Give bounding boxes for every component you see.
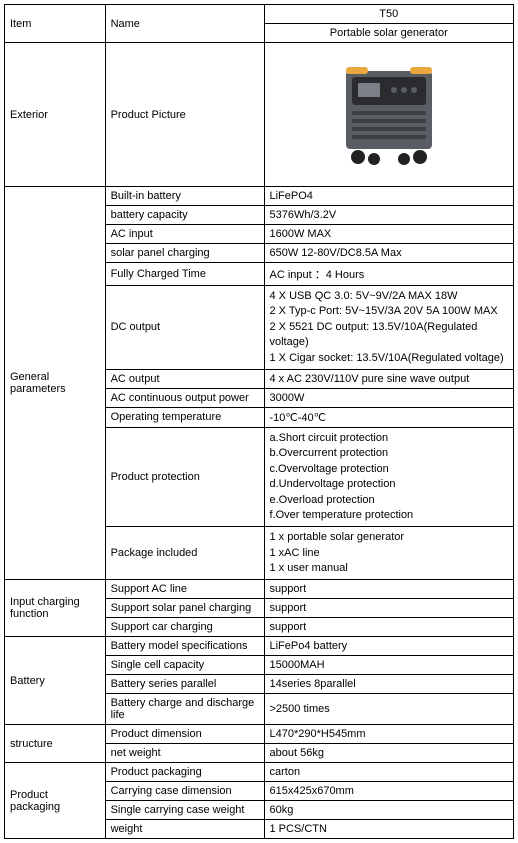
header-subtitle: Portable solar generator	[264, 24, 514, 43]
cell-name: Single cell capacity	[105, 656, 264, 675]
header-model: T50	[264, 5, 514, 24]
row-pack-0: Product packaging Product packaging cart…	[5, 763, 514, 782]
cell-name: battery capacity	[105, 206, 264, 225]
section-general-label: General parameters	[5, 187, 106, 580]
cell-value: LiFePO4	[264, 187, 514, 206]
header-row-1: Item Name T50	[5, 5, 514, 24]
section-input-label: Input charging function	[5, 580, 106, 637]
cell-value: 14series 8parallel	[264, 675, 514, 694]
cell-value: 15000MAH	[264, 656, 514, 675]
cell-name: Built-in battery	[105, 187, 264, 206]
cell-value: 3000W	[264, 388, 514, 407]
cell-value: support	[264, 580, 514, 599]
cell-product-picture	[264, 43, 514, 187]
cell-value: -10℃-40℃	[264, 407, 514, 427]
section-battery-label: Battery	[5, 637, 106, 725]
cell-name: Product protection	[105, 427, 264, 526]
cell-value: 5376Wh/3.2V	[264, 206, 514, 225]
cell-name: net weight	[105, 744, 264, 763]
section-structure-label: structure	[5, 725, 106, 763]
cell-value: LiFePo4 battery	[264, 637, 514, 656]
header-item: Item	[5, 5, 106, 43]
cell-value: about 56kg	[264, 744, 514, 763]
cell-name: Support solar panel charging	[105, 599, 264, 618]
cell-name: Carrying case dimension	[105, 782, 264, 801]
cell-value: a.Short circuit protectionb.Overcurrent …	[264, 427, 514, 526]
section-exterior-label: Exterior	[5, 43, 106, 187]
cell-name: DC output	[105, 286, 264, 370]
cell-name: Battery series parallel	[105, 675, 264, 694]
cell-value: carton	[264, 763, 514, 782]
cell-value: 1 x portable solar generator1 xAC line1 …	[264, 527, 514, 580]
cell-name: Operating temperature	[105, 407, 264, 427]
cell-value: 4 x AC 230V/110V pure sine wave output	[264, 369, 514, 388]
cell-name: Fully Charged Time	[105, 263, 264, 286]
cell-value: 60kg	[264, 801, 514, 820]
cell-name: Package included	[105, 527, 264, 580]
cell-value: 1 PCS/CTN	[264, 820, 514, 839]
cell-name: Battery charge and discharge life	[105, 694, 264, 725]
section-packaging-label: Product packaging	[5, 763, 106, 839]
cell-name: Support car charging	[105, 618, 264, 637]
cell-name: weight	[105, 820, 264, 839]
cell-name: Battery model specifications	[105, 637, 264, 656]
row-battery-0: Battery Battery model specifications LiF…	[5, 637, 514, 656]
cell-name: Single carrying case weight	[105, 801, 264, 820]
row-input-0: Input charging function Support AC line …	[5, 580, 514, 599]
row-structure-0: structure Product dimension L470*290*H54…	[5, 725, 514, 744]
cell-name: Support AC line	[105, 580, 264, 599]
cell-product-picture-name: Product Picture	[105, 43, 264, 187]
cell-value: 650W 12-80V/DC8.5A Max	[264, 244, 514, 263]
cell-value: support	[264, 618, 514, 637]
cell-value: AC input ：4 Hours	[264, 263, 514, 286]
cell-name: Product packaging	[105, 763, 264, 782]
cell-value: >2500 times	[264, 694, 514, 725]
cell-name: Product dimension	[105, 725, 264, 744]
cell-name: solar panel charging	[105, 244, 264, 263]
spec-table: Item Name T50 Portable solar generator E…	[4, 4, 514, 839]
product-image-icon	[324, 53, 454, 173]
cell-value: 615x425x670mm	[264, 782, 514, 801]
cell-name: AC continuous output power	[105, 388, 264, 407]
cell-value: 4 X USB QC 3.0: 5V~9V/2A MAX 18W2 X Typ-…	[264, 286, 514, 370]
cell-value: support	[264, 599, 514, 618]
cell-name: AC output	[105, 369, 264, 388]
cell-name: AC input	[105, 225, 264, 244]
header-name: Name	[105, 5, 264, 43]
row-exterior: Exterior Product Picture	[5, 43, 514, 187]
cell-value: L470*290*H545mm	[264, 725, 514, 744]
row-general-0: General parameters Built-in battery LiFe…	[5, 187, 514, 206]
cell-value: 1600W MAX	[264, 225, 514, 244]
